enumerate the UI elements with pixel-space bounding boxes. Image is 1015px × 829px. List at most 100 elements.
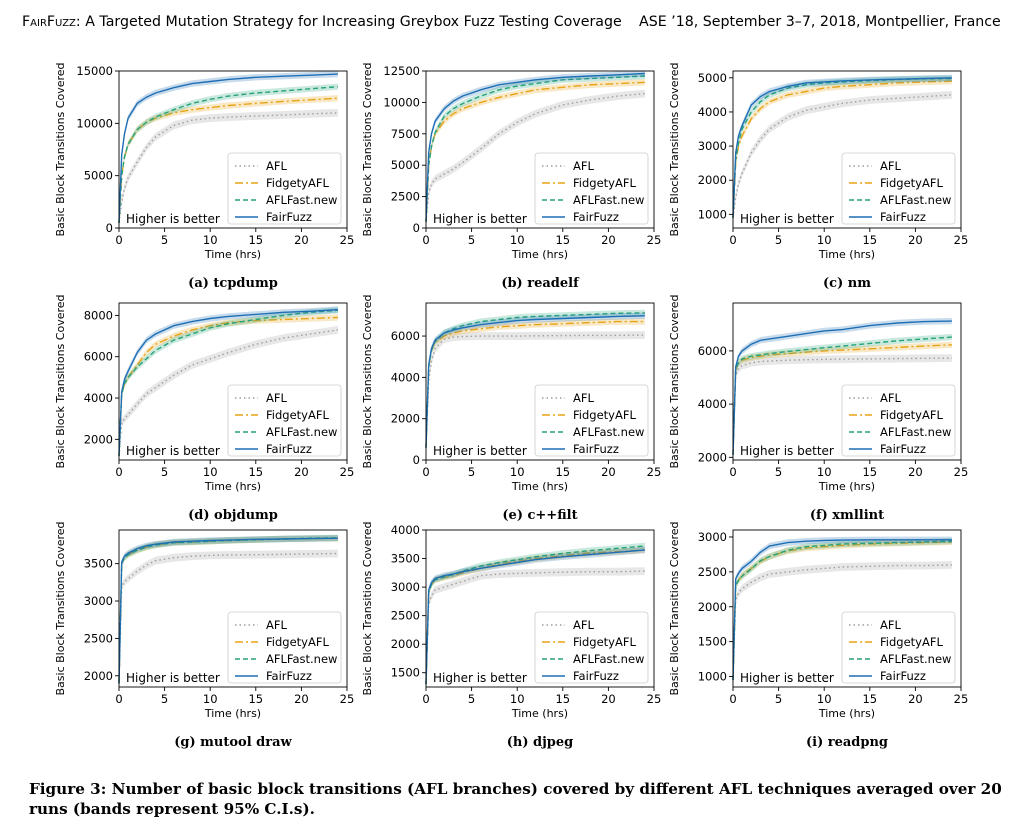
ci-band-afl bbox=[426, 89, 645, 226]
plot-frame bbox=[118, 70, 348, 229]
legend-label: FairFuzz bbox=[573, 210, 619, 224]
ci-band-afl bbox=[733, 354, 952, 459]
y-tick-label: 2000 bbox=[698, 173, 727, 187]
series-line-aflfast-new bbox=[118, 309, 338, 456]
x-tick-label: 10 bbox=[510, 692, 525, 706]
legend-label: AFL bbox=[573, 391, 594, 405]
series-line-fairfuzz bbox=[425, 72, 645, 222]
y-tick-label: 10000 bbox=[383, 95, 420, 109]
y-tick-label: 6000 bbox=[391, 329, 420, 343]
series-line-afl bbox=[118, 552, 338, 684]
series-line-afl bbox=[425, 570, 645, 685]
x-tick-label: 10 bbox=[203, 692, 218, 706]
y-axis-label: Basic Block Transitions Covered bbox=[54, 294, 67, 468]
y-tick-label: 10000 bbox=[76, 116, 113, 130]
chart-panel-1: 0 5 10 15 20 25 0 5000 10000 15000 Time (hrs) Basic… bbox=[54, 62, 354, 291]
annotation-label: Higher is better bbox=[740, 212, 834, 226]
plot-frame bbox=[118, 529, 348, 688]
annotation-label: Higher is better bbox=[433, 212, 527, 226]
running-header: FairFuzz: A Targeted Mutation Strategy f… bbox=[0, 14, 1015, 38]
x-tick-label: 0 bbox=[422, 465, 429, 479]
x-tick-label: 20 bbox=[294, 692, 309, 706]
x-tick-label: 20 bbox=[294, 233, 309, 247]
y-tick-label: 3500 bbox=[391, 552, 420, 566]
ci-band-afl bbox=[119, 325, 338, 460]
header-venue: ASE ’18, September 3–7, 2018, Montpellie… bbox=[639, 14, 1001, 30]
y-tick-label: 3000 bbox=[698, 139, 727, 153]
series-line-fairfuzz bbox=[732, 320, 952, 455]
plot-frame bbox=[732, 302, 962, 461]
x-tick-label: 0 bbox=[729, 233, 736, 247]
legend: AFL FidgetyAFL AFLFast.new FairFuzz bbox=[227, 611, 342, 684]
x-tick-label: 15 bbox=[862, 233, 877, 247]
x-tick-label: 20 bbox=[601, 233, 616, 247]
x-axis-label: Time (hrs) bbox=[818, 707, 875, 720]
series-line-aflfast-new bbox=[118, 86, 338, 223]
legend-label: FidgetyAFL bbox=[266, 408, 329, 422]
legend-label: FidgetyAFL bbox=[573, 408, 636, 422]
legend: AFL FidgetyAFL AFLFast.new FairFuzz bbox=[534, 611, 649, 684]
y-tick-label: 6000 bbox=[698, 344, 727, 358]
y-tick-label: 2000 bbox=[391, 412, 420, 426]
series-line-fairfuzz bbox=[732, 77, 952, 218]
legend-label: AFLFast.new bbox=[573, 425, 644, 439]
x-tick-label: 15 bbox=[248, 465, 263, 479]
legend-box bbox=[841, 152, 956, 225]
x-tick-label: 20 bbox=[294, 465, 309, 479]
series-line-fidgetyafl bbox=[732, 344, 952, 455]
legend-label: FidgetyAFL bbox=[880, 176, 943, 190]
chart-panel-7: 0 5 10 15 20 25 2000 2500 3000 3500 Time (hrs) Basi… bbox=[54, 521, 354, 750]
legend-label: FairFuzz bbox=[266, 669, 312, 683]
y-tick-label: 5000 bbox=[84, 169, 113, 183]
legend-box bbox=[534, 611, 649, 684]
legend: AFL FidgetyAFL AFLFast.new FairFuzz bbox=[227, 152, 342, 225]
chart-panel-8: 0 5 10 15 20 25 1500 2000 2500 3000 3500 4000 Time (… bbox=[361, 521, 661, 750]
x-tick-label: 25 bbox=[954, 465, 969, 479]
y-axis-label: Basic Block Transitions Covered bbox=[668, 62, 681, 236]
legend-label: FidgetyAFL bbox=[266, 635, 329, 649]
x-tick-label: 15 bbox=[248, 233, 263, 247]
legend-label: FairFuzz bbox=[266, 210, 312, 224]
legend-label: AFL bbox=[880, 391, 901, 405]
header-brand: FairFuzz bbox=[22, 14, 76, 30]
x-tick-label: 5 bbox=[161, 233, 168, 247]
ci-band-fairfuzz bbox=[119, 535, 338, 687]
series-line-afl bbox=[732, 564, 952, 681]
series-line-aflfast-new bbox=[732, 336, 952, 455]
x-axis-label: Time (hrs) bbox=[818, 480, 875, 493]
series-line-fairfuzz bbox=[732, 539, 952, 681]
x-tick-label: 0 bbox=[422, 233, 429, 247]
x-tick-label: 5 bbox=[468, 692, 475, 706]
legend-box bbox=[841, 611, 956, 684]
annotation-label: Higher is better bbox=[740, 671, 834, 685]
annotation-label: Higher is better bbox=[433, 444, 527, 458]
plot-frame bbox=[425, 302, 655, 461]
series-line-fidgetyafl bbox=[118, 97, 338, 223]
ci-band-fidgetyafl bbox=[119, 535, 338, 687]
legend-label: FairFuzz bbox=[880, 210, 926, 224]
y-axis-label: Basic Block Transitions Covered bbox=[361, 294, 374, 468]
legend-box bbox=[534, 152, 649, 225]
x-tick-label: 25 bbox=[340, 233, 355, 247]
plot-frame bbox=[425, 529, 655, 688]
plot-frame bbox=[732, 70, 962, 229]
x-tick-label: 25 bbox=[954, 692, 969, 706]
x-axis-label: Time (hrs) bbox=[204, 707, 261, 720]
subfigure-caption: (e) c++filt bbox=[502, 508, 577, 523]
annotation-label: Higher is better bbox=[433, 671, 527, 685]
legend-label: FairFuzz bbox=[266, 442, 312, 456]
legend: AFL FidgetyAFL AFLFast.new FairFuzz bbox=[227, 384, 342, 457]
x-axis-label: Time (hrs) bbox=[204, 480, 261, 493]
x-tick-label: 25 bbox=[647, 465, 662, 479]
legend-label: AFLFast.new bbox=[266, 425, 337, 439]
series-line-afl bbox=[118, 329, 339, 456]
y-tick-label: 4000 bbox=[698, 397, 727, 411]
legend-label: FidgetyAFL bbox=[573, 635, 636, 649]
x-tick-label: 20 bbox=[601, 465, 616, 479]
legend-label: AFL bbox=[880, 618, 901, 632]
legend-label: AFLFast.new bbox=[880, 425, 951, 439]
subfigure-caption: (f) xmllint bbox=[810, 508, 884, 523]
legend-label: AFL bbox=[573, 159, 594, 173]
legend-label: FidgetyAFL bbox=[880, 635, 943, 649]
x-tick-label: 15 bbox=[248, 692, 263, 706]
